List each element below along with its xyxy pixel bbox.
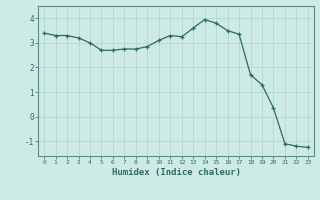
X-axis label: Humidex (Indice chaleur): Humidex (Indice chaleur) xyxy=(111,168,241,177)
